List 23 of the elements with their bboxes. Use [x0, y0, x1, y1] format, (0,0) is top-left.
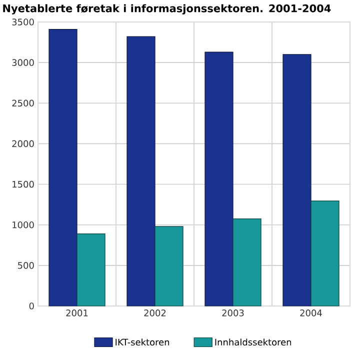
- bar: [310, 200, 340, 306]
- y-tick-label: 3500: [12, 18, 34, 26]
- bar: [282, 54, 312, 306]
- bar: [126, 36, 156, 306]
- bar: [232, 218, 262, 306]
- y-tick-label: 2000: [12, 140, 34, 148]
- x-tick-label: 2003: [222, 310, 244, 316]
- bar: [76, 233, 106, 306]
- bar: [48, 29, 78, 306]
- bar: [154, 226, 184, 306]
- x-tick-label: 2002: [144, 310, 166, 316]
- y-tick-label: 500: [18, 262, 34, 269]
- y-tick-label: 0: [29, 302, 34, 310]
- x-tick-label: 2001: [66, 310, 88, 316]
- y-tick-label: 1500: [12, 180, 34, 188]
- legend-label: IKT-sektoren: [116, 338, 170, 346]
- bar: [204, 52, 234, 306]
- chart-title: Nyetablerte føretak i informasjonssektoren. 2001-2004: [3, 4, 331, 14]
- legend-label: Innhaldssektoren: [215, 338, 292, 346]
- y-tick-label: 3000: [12, 59, 34, 66]
- x-tick-label: 2004: [300, 310, 322, 316]
- y-tick-label: 1000: [12, 221, 34, 228]
- y-tick-label: 2500: [12, 100, 34, 107]
